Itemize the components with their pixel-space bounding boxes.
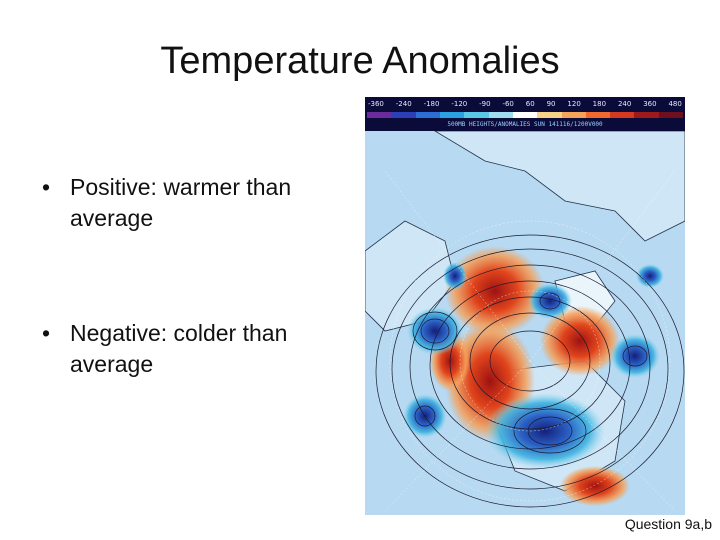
colorbar-tick: -120 [451, 100, 468, 108]
bullet-item-negative: • Negative: colder than average [42, 318, 342, 380]
colorbar-swatch [367, 112, 392, 118]
colorbar-tick: -360 [368, 100, 384, 108]
colorbar-swatch [512, 112, 538, 118]
map-caption: 500MB HEIGHTS/ANOMALIES SUN 141116/1200V… [447, 121, 603, 128]
colorbar-tick: 480 [668, 100, 682, 108]
colorbar-swatch [634, 112, 659, 118]
cold-anomaly [636, 264, 664, 288]
cold-anomaly [485, 393, 605, 469]
colorbar-swatch [391, 112, 416, 118]
height-contours [375, 234, 685, 508]
map-colorbar: -360 -240 -180 -120 -90 -60 60 90 120 18… [365, 97, 685, 131]
colorbar-swatch [537, 112, 562, 118]
colorbar-swatch [561, 112, 586, 118]
colorbar-tick: -60 [502, 100, 514, 108]
colorbar-swatches [367, 112, 684, 118]
cold-anomaly [610, 334, 660, 378]
colorbar-tick: 60 [525, 100, 535, 108]
colorbar-swatch [464, 112, 489, 118]
colorbar-swatch [610, 112, 635, 118]
landmass-asia-east [365, 220, 456, 332]
bullet-text-negative: Negative: colder than average [70, 320, 288, 377]
bullet-text-positive: Positive: warmer than average [70, 174, 292, 231]
colorbar-tick: 90 [546, 100, 556, 108]
bullet-item-positive: • Positive: warmer than average [42, 172, 342, 234]
colorbar-swatch [488, 112, 513, 118]
bullet-dot: • [42, 320, 51, 346]
colorbar-tick: 240 [617, 100, 632, 108]
colorbar-tick: 120 [567, 100, 581, 108]
colorbar-ticks: -360 -240 -180 -120 -90 -60 60 90 120 18… [365, 100, 685, 110]
colorbar-swatch [658, 112, 684, 118]
cold-anomaly [407, 307, 463, 355]
bullet-list: • Positive: warmer than average • Negati… [42, 172, 342, 464]
cold-anomaly [443, 262, 467, 290]
anomaly-map-image: -360 -240 -180 -120 -90 -60 60 90 120 18… [365, 97, 685, 515]
map-graticule [384, 170, 676, 512]
colorbar-tick: 360 [643, 100, 657, 108]
warm-anomaly [560, 466, 630, 506]
colorbar-swatch [585, 112, 611, 118]
colorbar-tick: 180 [592, 100, 607, 108]
colorbar-swatch [439, 112, 465, 118]
anomaly-map [365, 131, 685, 515]
question-reference: Question 9a,b [624, 516, 712, 532]
colorbar-tick: -90 [479, 100, 491, 108]
colorbar-tick: -180 [423, 100, 440, 108]
colorbar-swatch [415, 112, 440, 118]
landmass-eurasia [434, 131, 685, 242]
cold-anomaly [528, 283, 572, 319]
colorbar-tick: -240 [395, 100, 412, 108]
bullet-dot: • [42, 174, 51, 200]
slide-title: Temperature Anomalies [160, 40, 560, 82]
